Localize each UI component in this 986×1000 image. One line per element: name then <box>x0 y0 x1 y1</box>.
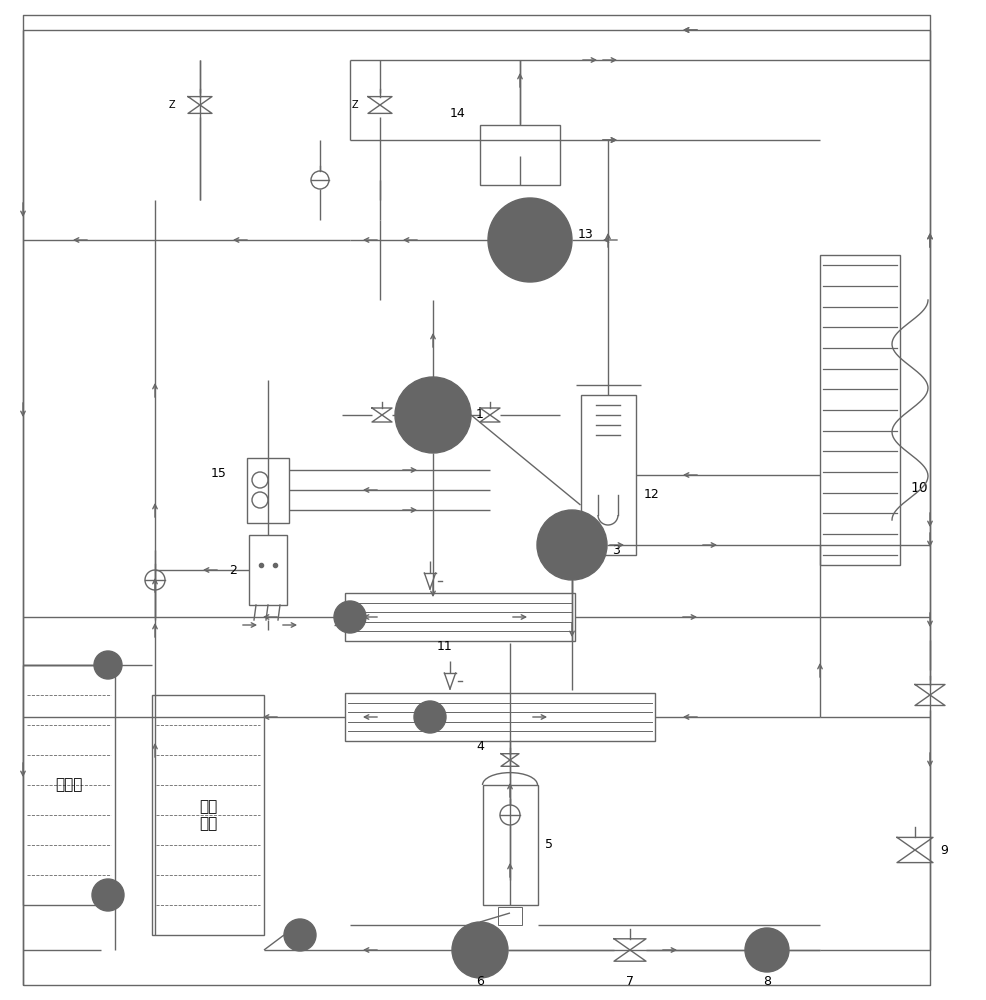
Text: 11: 11 <box>437 641 453 654</box>
Text: 6: 6 <box>475 975 483 988</box>
Text: Z: Z <box>169 100 175 110</box>
Bar <box>580 395 635 555</box>
Text: 4: 4 <box>475 740 483 754</box>
Text: 5: 5 <box>545 838 553 852</box>
Text: 3: 3 <box>611 544 619 556</box>
Circle shape <box>536 510 606 580</box>
Circle shape <box>452 922 508 978</box>
Text: 12: 12 <box>643 488 659 502</box>
Text: 9: 9 <box>939 844 947 856</box>
Bar <box>479 125 559 185</box>
Circle shape <box>92 879 124 911</box>
Bar <box>498 907 522 925</box>
Bar <box>23 665 115 905</box>
Bar <box>152 695 263 935</box>
Bar <box>345 693 655 741</box>
Text: 8: 8 <box>762 975 770 988</box>
Bar <box>482 785 537 905</box>
Text: 热水箱: 热水箱 <box>55 778 83 792</box>
Bar <box>345 593 575 641</box>
Circle shape <box>487 198 572 282</box>
Text: 2: 2 <box>229 564 237 576</box>
Bar <box>248 535 287 605</box>
Text: 1: 1 <box>475 408 483 422</box>
Text: 冷冻
水箱: 冷冻 水箱 <box>198 799 217 831</box>
Circle shape <box>94 651 122 679</box>
Circle shape <box>413 701 446 733</box>
Text: 10: 10 <box>909 481 927 494</box>
Text: 7: 7 <box>625 975 633 988</box>
Text: 14: 14 <box>449 107 464 120</box>
Circle shape <box>744 928 788 972</box>
Bar <box>246 458 289 522</box>
Circle shape <box>333 601 366 633</box>
Text: Z: Z <box>351 100 358 110</box>
Text: 13: 13 <box>578 229 594 241</box>
Circle shape <box>284 919 316 951</box>
Text: 15: 15 <box>211 467 227 480</box>
Circle shape <box>394 377 470 453</box>
Bar <box>819 255 899 565</box>
